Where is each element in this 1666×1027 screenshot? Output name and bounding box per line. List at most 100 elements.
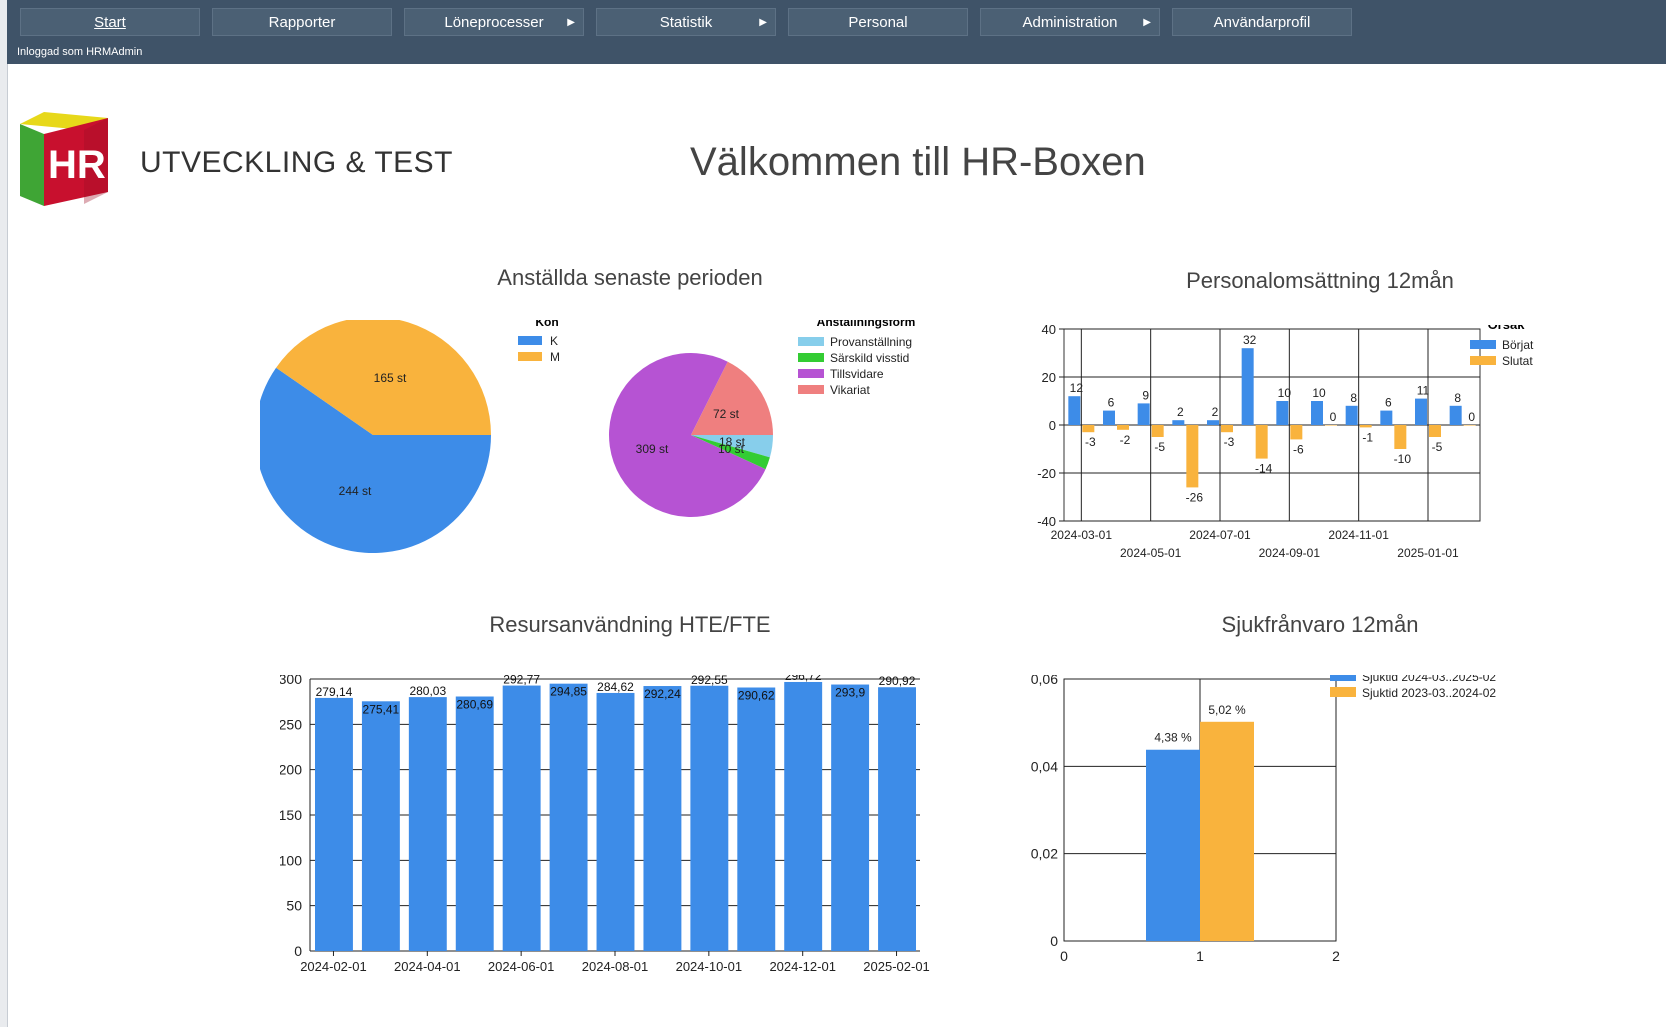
fte-bar [315, 697, 353, 951]
submenu-arrow-icon: ▶ [1143, 17, 1151, 28]
bar-data-label: 280,03 [409, 684, 446, 698]
nav-item-rapporter[interactable]: Rapporter [212, 8, 392, 36]
bar-data-label: 8 [1350, 391, 1357, 405]
bar-data-label: 292,77 [503, 675, 540, 687]
bar-data-label: 279,14 [316, 685, 353, 699]
legend-swatch [798, 369, 824, 378]
bar-data-label: 0 [1330, 410, 1337, 424]
nav-item-personal[interactable]: Personal [788, 8, 968, 36]
legend-label: Slutat [1502, 354, 1533, 368]
employees-chart-title: Anställda senaste perioden [497, 265, 763, 290]
fte-bar [549, 683, 588, 951]
bar-data-label: -5 [1154, 440, 1165, 454]
nav-item-statistik[interactable]: Statistik ▶ [596, 8, 776, 36]
bar-börjat [1380, 410, 1393, 425]
sick-bar [1146, 749, 1200, 941]
fte-bar [361, 701, 400, 951]
brand-title: UTVECKLING & TEST [140, 146, 454, 179]
y-tick-label: 150 [280, 807, 302, 823]
bar-data-label: 32 [1243, 333, 1257, 347]
bar-slutat [1117, 425, 1129, 430]
y-tick-label: 0,04 [1031, 758, 1058, 774]
bar-data-label: -14 [1255, 462, 1273, 476]
y-tick-label: 0,06 [1031, 675, 1058, 687]
pie-slice-k [260, 367, 491, 553]
legend-title: Anställningsform [817, 320, 916, 329]
x-tick-label: 2024-09-01 [1259, 546, 1321, 560]
bar-data-label: 10 [1278, 386, 1292, 400]
legend-swatch [798, 337, 824, 346]
legend-title: Orsak [1488, 325, 1526, 332]
x-tick-label: 2024-10-01 [676, 959, 743, 974]
bar-slutat [1255, 425, 1268, 459]
nav-item-start[interactable]: Start [20, 8, 200, 36]
pie-slice-provanställning [691, 435, 773, 458]
nav-item-löneprocesser[interactable]: Löneprocesser ▶ [404, 8, 584, 36]
bar-data-label: 4,38 % [1154, 731, 1192, 745]
bar-data-label: 290,62 [738, 689, 775, 703]
pie-data-label: 244 st [339, 484, 372, 498]
sick-chart-title: Sjukfrånvaro 12mån [1221, 612, 1419, 637]
bar-data-label: -5 [1432, 440, 1443, 454]
bar-börjat [1103, 410, 1115, 425]
hr-logo: HR [14, 110, 114, 215]
bar-börjat [1449, 405, 1462, 425]
bar-data-label: 0 [1468, 410, 1475, 424]
bar-slutat [1394, 425, 1407, 449]
x-tick-label: 2024-04-01 [394, 959, 461, 974]
x-tick-label: 0 [1060, 948, 1068, 964]
pie-data-label: 165 st [374, 371, 407, 385]
bar-data-label: -3 [1085, 435, 1096, 449]
fte-bar [643, 686, 682, 951]
bar-börjat [1137, 403, 1150, 425]
legend-label: M [550, 350, 560, 364]
bar-data-label: -3 [1224, 435, 1235, 449]
logged-in-label: Inloggad som HRMAdmin [17, 46, 143, 58]
bar-data-label: 6 [1385, 396, 1392, 410]
bar-slutat [1359, 425, 1372, 428]
nav-item-användarprofil[interactable]: Användarprofil [1172, 8, 1352, 36]
x-tick-label: 2024-11-01 [1328, 528, 1389, 542]
bar-data-label: 292,24 [644, 687, 681, 701]
nav-item-administration[interactable]: Administration ▶ [980, 8, 1160, 36]
fte-bar [455, 696, 494, 951]
pie-data-label: 10 st [718, 442, 745, 456]
bar-slutat [1082, 425, 1095, 433]
y-tick-label: -20 [1037, 466, 1056, 481]
bar-data-label: 2 [1177, 405, 1184, 419]
y-tick-label: 50 [286, 898, 302, 914]
legend-swatch [1330, 687, 1356, 697]
bar-börjat [1311, 401, 1323, 425]
y-tick-label: 20 [1042, 370, 1056, 385]
pie-data-label: 18 st [719, 435, 746, 449]
x-tick-label: 2024-08-01 [582, 959, 649, 974]
bar-data-label: 284,62 [597, 680, 634, 694]
legend-label: Vikariat [830, 383, 870, 397]
left-border [0, 0, 8, 1027]
nav-item-label: Statistik [659, 14, 713, 31]
legend-swatch [518, 336, 542, 345]
pie-slice-särskild-visstid [691, 435, 770, 470]
y-tick-label: 40 [1042, 325, 1056, 337]
bar-slutat [1429, 425, 1441, 437]
bar-slutat [1290, 425, 1303, 440]
bar-slutat [1325, 425, 1337, 426]
bar-data-label: -6 [1293, 442, 1304, 456]
bar-börjat [1207, 420, 1219, 425]
legend-swatch [518, 352, 542, 361]
bar-data-label: 8 [1454, 391, 1461, 405]
x-tick-label: 2024-06-01 [488, 959, 554, 974]
bar-data-label: 5,02 % [1208, 703, 1246, 717]
fte-bar [831, 684, 870, 951]
legend-swatch [1470, 340, 1496, 349]
legend-swatch [1470, 356, 1496, 365]
bar-data-label: 292,55 [691, 675, 728, 687]
legend-label: Sjuktid 2024-03..2025-02 [1362, 675, 1496, 684]
pie-data-label: 309 st [636, 442, 669, 456]
y-tick-label: 200 [280, 762, 302, 778]
y-tick-label: 300 [280, 675, 302, 687]
legend-swatch [1330, 675, 1356, 681]
bar-data-label: 6 [1108, 396, 1115, 410]
fte-bar [784, 681, 823, 951]
bar-data-label: -26 [1186, 490, 1204, 504]
